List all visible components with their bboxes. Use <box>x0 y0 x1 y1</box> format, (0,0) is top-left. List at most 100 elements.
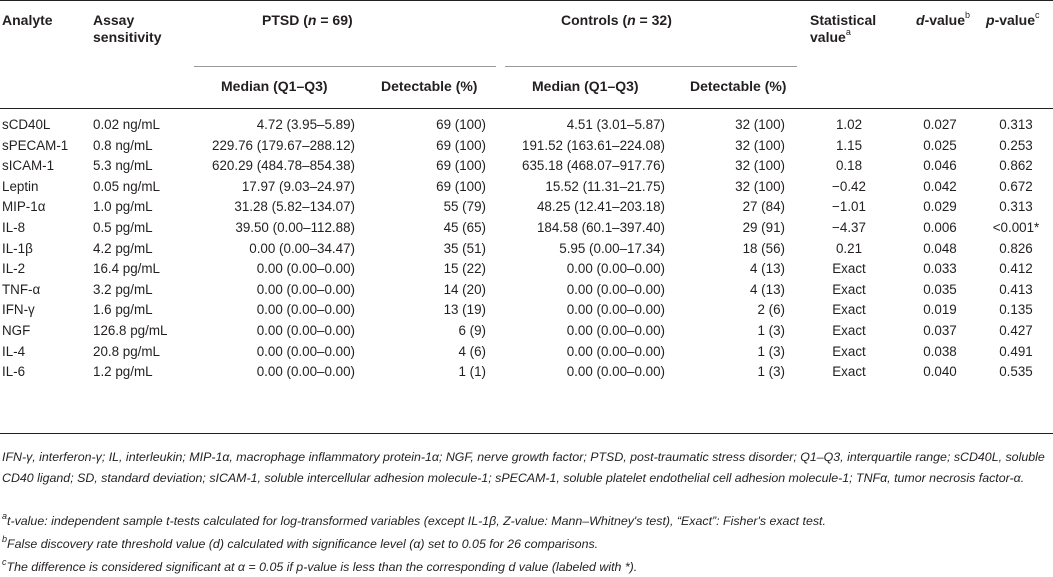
cell-ptsd-detectable: 14 (20) <box>443 281 486 297</box>
header-d-suffix: -value <box>924 12 966 28</box>
cell-controls-median: 48.25 (12.41–203.18) <box>536 199 665 215</box>
cell-p-value: 0.535 <box>999 364 1033 380</box>
cell-ptsd-detectable: 55 (79) <box>443 199 486 215</box>
cell-ptsd-detectable: 69 (100) <box>436 137 486 153</box>
header-analyte: Analyte <box>2 12 53 28</box>
header-ptsd-detectable: Detectable (%) <box>381 78 478 94</box>
table-row: sICAM-1 5.3 ng/mL 620.29 (484.78–854.38) 69… <box>0 156 1053 176</box>
cell-statistical-value: 1.02 <box>835 117 863 132</box>
footnote-b-text: False discovery rate threshold value (d)… <box>7 537 599 551</box>
cell-statistical-value: 1.15 <box>835 137 863 153</box>
header-ptsd-suffix: = 69) <box>316 12 353 28</box>
cell-controls-detectable: 4 (13) <box>750 281 785 297</box>
footnote-b-mark: b <box>2 533 8 544</box>
cell-sensitivity: 0.8 ng/mL <box>93 137 153 153</box>
table-row: Leptin 0.05 ng/mL 17.97 (9.03–24.97) 69 (10… <box>0 177 1053 197</box>
cell-controls-median: 5.95 (0.00–17.34) <box>559 240 665 256</box>
cell-p-value: 0.313 <box>999 117 1033 132</box>
table-row: IL-2 16.4 pg/mL 0.00 (0.00–0.00) 15 (22) 0.0… <box>0 259 1053 279</box>
cell-d-value: 0.019 <box>923 302 957 318</box>
cell-analyte: IL-8 <box>2 220 26 235</box>
cell-p-value: 0.826 <box>999 240 1033 256</box>
cell-statistical-value: Exact <box>832 343 866 359</box>
cell-ptsd-detectable: 15 (22) <box>443 261 486 277</box>
cell-controls-median: 635.18 (468.07–917.76) <box>522 158 665 174</box>
header-p-suffix: -value <box>994 12 1036 28</box>
cell-d-value: 0.038 <box>923 343 957 359</box>
cell-controls-detectable: 29 (91) <box>742 220 785 235</box>
cell-controls-detectable: 1 (3) <box>757 364 785 380</box>
cell-statistical-value: 0.21 <box>835 240 863 256</box>
cell-d-value: 0.042 <box>923 178 957 194</box>
cell-sensitivity: 126.8 pg/mL <box>93 323 168 338</box>
abbreviations-note: IFN-γ, interferon-γ; IL, interleukin; MI… <box>2 450 1045 485</box>
header-ptsd-prefix: PTSD ( <box>262 12 308 28</box>
table-row: TNF-α 3.2 pg/mL 0.00 (0.00–0.00) 14 (20) 0.0… <box>0 280 1053 300</box>
footnote-a-mark: a <box>2 510 8 521</box>
cell-sensitivity: 4.2 pg/mL <box>93 240 153 256</box>
cell-d-value: 0.048 <box>923 240 957 256</box>
header-d-label: d <box>916 12 925 28</box>
cell-ptsd-median: 0.00 (0.00–0.00) <box>256 261 355 277</box>
header-statistical-value: Statistical valuea <box>810 12 876 46</box>
header-d-sup: b <box>965 10 971 21</box>
table-row: sCD40L 0.02 ng/mL 4.72 (3.95–5.89) 69 (100)… <box>0 115 1053 135</box>
footnote-b: bFalse discovery rate threshold value (d… <box>2 533 599 552</box>
cell-sensitivity: 3.2 pg/mL <box>93 281 153 297</box>
cell-d-value: 0.035 <box>923 281 957 297</box>
table-row: IL-4 20.8 pg/mL 0.00 (0.00–0.00) 4 (6) 0.00 … <box>0 342 1053 362</box>
cell-controls-median: 184.58 (60.1–397.40) <box>536 220 665 235</box>
header-assay-line1: Assay <box>93 12 135 28</box>
header-ptsd-median: Median (Q1–Q3) <box>221 78 328 94</box>
cell-sensitivity: 0.05 ng/mL <box>93 178 160 194</box>
footnote-c-text: The difference is considered significant… <box>6 560 638 574</box>
cell-controls-median: 191.52 (163.61–224.08) <box>522 137 665 153</box>
cell-controls-detectable: 2 (6) <box>757 302 785 318</box>
cell-sensitivity: 1.0 pg/mL <box>93 199 153 215</box>
header-p-value: p-valuec <box>986 10 1040 29</box>
cell-ptsd-detectable: 1 (1) <box>458 364 486 380</box>
header-ptsd-group: PTSD (n = 69) <box>262 12 353 29</box>
cell-analyte: Leptin <box>2 178 39 194</box>
cell-ptsd-detectable: 69 (100) <box>436 178 486 194</box>
cell-d-value: 0.040 <box>923 364 957 380</box>
header-controls-median: Median (Q1–Q3) <box>532 78 639 94</box>
table-row: IL-1β 4.2 pg/mL 0.00 (0.00–34.47) 35 (51) 5.… <box>0 239 1053 259</box>
cell-statistical-value: Exact <box>832 261 866 277</box>
header-stat-line1: Statistical <box>810 12 877 28</box>
cell-ptsd-detectable: 6 (9) <box>458 323 486 338</box>
cell-statistical-value: Exact <box>832 364 866 380</box>
cell-ptsd-median: 0.00 (0.00–0.00) <box>256 323 355 338</box>
cell-controls-detectable: 4 (13) <box>750 261 785 277</box>
cell-sensitivity: 1.2 pg/mL <box>93 364 153 380</box>
header-p-sup: c <box>1035 10 1040 21</box>
header-controls-prefix: Controls ( <box>561 12 628 28</box>
cell-ptsd-median: 0.00 (0.00–0.00) <box>256 343 355 359</box>
cell-analyte: TNF-α <box>2 281 41 297</box>
cell-ptsd-median: 0.00 (0.00–0.00) <box>256 302 355 318</box>
cell-controls-median: 0.00 (0.00–0.00) <box>566 261 665 277</box>
cell-d-value: 0.027 <box>923 117 957 132</box>
cell-d-value: 0.006 <box>923 220 957 235</box>
table-row: sPECAM-1 0.8 ng/mL 229.76 (179.67–288.12) 6… <box>0 136 1053 156</box>
cell-p-value: 0.413 <box>999 281 1033 297</box>
header-controls-group: Controls (n = 32) <box>561 12 672 29</box>
cell-controls-median: 0.00 (0.00–0.00) <box>566 364 665 380</box>
header-p-label: p <box>986 12 995 28</box>
cell-ptsd-detectable: 4 (6) <box>458 343 486 359</box>
table-row: IL-8 0.5 pg/mL 39.50 (0.00–112.88) 45 (65) 1… <box>0 218 1053 238</box>
cell-controls-detectable: 18 (56) <box>742 240 785 256</box>
cell-ptsd-detectable: 69 (100) <box>436 117 486 132</box>
header-controls-suffix: = 32) <box>635 12 672 28</box>
cell-d-value: 0.033 <box>923 261 957 277</box>
cell-sensitivity: 0.02 ng/mL <box>93 117 160 132</box>
cell-analyte: IFN-γ <box>2 302 35 318</box>
cell-statistical-value: Exact <box>832 302 866 318</box>
cell-analyte: IL-6 <box>2 364 26 380</box>
cell-ptsd-detectable: 69 (100) <box>436 158 486 174</box>
cell-controls-median: 15.52 (11.31–21.75) <box>545 178 665 194</box>
cell-controls-detectable: 27 (84) <box>742 199 785 215</box>
header-stat-line2: value <box>810 29 846 45</box>
cell-ptsd-median: 0.00 (0.00–34.47) <box>249 240 355 256</box>
cell-controls-median: 0.00 (0.00–0.00) <box>566 302 665 318</box>
